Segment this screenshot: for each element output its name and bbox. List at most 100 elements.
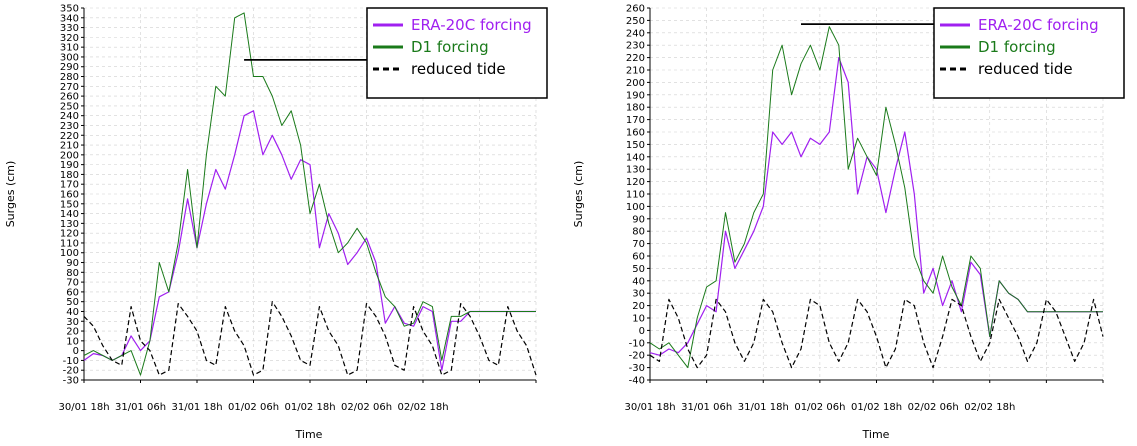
y-tick-label: 300 (60, 52, 79, 63)
x-axis-label: Time (295, 428, 323, 441)
y-tick-label: 130 (60, 219, 79, 230)
y-tick-label: 20 (66, 327, 79, 338)
y-tick-label: 150 (626, 140, 645, 151)
legend-box (366, 7, 548, 99)
x-tick-label: 31/01 18h (171, 402, 222, 413)
y-tick-label: 270 (60, 82, 79, 93)
y-tick-label: 10 (66, 336, 79, 347)
y-tick-label: 30 (66, 317, 79, 328)
y-tick-label: 210 (60, 141, 79, 152)
y-tick-label: 240 (60, 111, 79, 122)
y-tick-label: 190 (626, 90, 645, 101)
y-tick-label: 70 (632, 239, 645, 250)
legend: ERA-20C forcing D1 forcing reduced tide (933, 7, 1125, 99)
y-tick-label: 220 (626, 53, 645, 64)
y-tick-label: 210 (626, 66, 645, 77)
x-tick-label: 01/02 18h (851, 402, 902, 413)
series-line-reduced-tide (649, 298, 1104, 369)
y-tick-label: 20 (632, 301, 645, 312)
y-tick-label: 140 (626, 152, 645, 163)
y-tick-label: -30 (629, 363, 645, 374)
y-tick-label: 100 (626, 202, 645, 213)
y-tick-label: 190 (60, 160, 79, 171)
x-tick-label: 01/02 06h (228, 402, 279, 413)
y-tick-label: 150 (60, 199, 79, 210)
y-axis-label: Surges (cm) (572, 161, 585, 228)
series-line-reduced-tide (83, 301, 537, 376)
y-tick-label: 220 (60, 131, 79, 142)
y-tick-label: 260 (60, 92, 79, 103)
y-tick-label: 130 (626, 165, 645, 176)
y-tick-label: 120 (626, 177, 645, 188)
x-tick-label: 02/02 18h (397, 402, 448, 413)
y-tick-label: 0 (639, 326, 645, 337)
y-tick-label: 280 (60, 72, 79, 83)
y-tick-label: -40 (629, 376, 645, 387)
x-tick-label: 30/01 18h (624, 402, 675, 413)
y-tick-label: 100 (60, 248, 79, 259)
x-axis-label: Time (862, 428, 890, 441)
y-tick-label: 140 (60, 209, 79, 220)
y-tick-label: 30 (632, 289, 645, 300)
x-tick-label: 02/02 06h (341, 402, 392, 413)
x-tick-label: 31/01 06h (681, 402, 732, 413)
y-tick-label: 350 (60, 4, 79, 15)
y-tick-label: 110 (626, 190, 645, 201)
y-tick-label: -20 (63, 366, 79, 377)
y-tick-label: 180 (60, 170, 79, 181)
x-tick-label: 02/02 06h (908, 402, 959, 413)
y-tick-label: 120 (60, 229, 79, 240)
x-tick-label: 01/02 06h (794, 402, 845, 413)
y-tick-label: 70 (66, 278, 79, 289)
legend-label: reduced tide (978, 60, 1073, 78)
y-tick-label: 90 (632, 214, 645, 225)
x-tick-label: 30/01 18h (58, 402, 109, 413)
y-tick-label: -20 (629, 351, 645, 362)
series-line-d1-forcing (649, 26, 1103, 369)
legend-label: D1 forcing (978, 38, 1056, 56)
x-tick-label: 31/01 06h (115, 402, 166, 413)
y-tick-label: -10 (629, 338, 645, 349)
y-tick-label: 80 (66, 268, 79, 279)
y-tick-label: 290 (60, 62, 79, 73)
legend-label: ERA-20C forcing (411, 16, 532, 34)
y-tick-label: 60 (632, 252, 645, 263)
x-tick-label: 02/02 18h (964, 402, 1015, 413)
y-tick-label: 160 (626, 128, 645, 139)
y-tick-label: 340 (60, 13, 79, 24)
legend-box (933, 7, 1125, 99)
legend: ERA-20C forcing D1 forcing reduced tide (366, 7, 548, 99)
series-line-d1-forcing (83, 12, 536, 376)
y-axis-label: Surges (cm) (4, 161, 17, 228)
y-tick-label: 180 (626, 103, 645, 114)
legend-label: reduced tide (411, 60, 506, 78)
y-tick-label: 40 (66, 307, 79, 318)
y-tick-label: 200 (626, 78, 645, 89)
y-tick-label: 90 (66, 258, 79, 269)
y-tick-label: 170 (60, 180, 79, 191)
y-tick-label: 260 (626, 4, 645, 15)
x-tick-label: 31/01 18h (738, 402, 789, 413)
legend-label: D1 forcing (411, 38, 489, 56)
y-tick-label: 110 (60, 238, 79, 249)
y-tick-label: 80 (632, 227, 645, 238)
y-tick-label: 330 (60, 23, 79, 34)
y-tick-label: 230 (626, 41, 645, 52)
y-tick-label: 50 (66, 297, 79, 308)
y-tick-label: 60 (66, 287, 79, 298)
y-tick-label: 230 (60, 121, 79, 132)
chart-panel-1: -30-20-100102030405060708090100110120130… (4, 4, 548, 441)
y-tick-label: 200 (60, 150, 79, 161)
y-tick-label: -30 (63, 376, 79, 387)
y-tick-label: 240 (626, 28, 645, 39)
y-tick-label: 250 (626, 16, 645, 27)
y-tick-label: 160 (60, 190, 79, 201)
y-tick-label: 40 (632, 276, 645, 287)
y-tick-label: 0 (73, 346, 79, 357)
legend-label: ERA-20C forcing (978, 16, 1099, 34)
y-tick-label: 50 (632, 264, 645, 275)
y-tick-label: -10 (63, 356, 79, 367)
y-tick-label: 250 (60, 101, 79, 112)
